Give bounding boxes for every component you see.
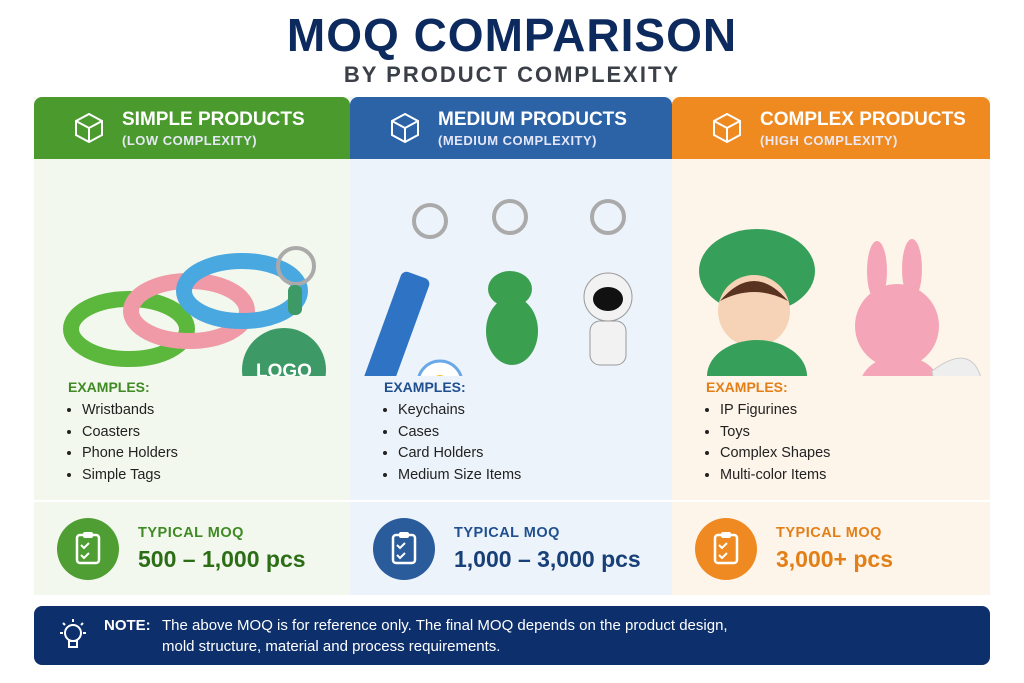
clipboard-icon bbox=[57, 518, 119, 580]
note-text: mold structure, material and process req… bbox=[162, 638, 501, 655]
column: SIMPLE PRODUCTS (LOW COMPLEXITY) LOGO EXAM… bbox=[34, 97, 350, 595]
examples-list: KeychainsCasesCard HoldersMedium Size It… bbox=[384, 400, 521, 486]
moq-label: TYPICAL MOQ bbox=[138, 525, 244, 541]
bulb-icon bbox=[60, 619, 86, 648]
examples-label: EXAMPLES: bbox=[68, 379, 150, 395]
product-illustration: LOGO bbox=[63, 246, 326, 376]
illustration-shape bbox=[902, 239, 922, 299]
illustration-shape bbox=[593, 287, 623, 311]
column-title: MEDIUM PRODUCTS bbox=[438, 109, 627, 130]
illustration-shape bbox=[931, 357, 981, 376]
illustration-shape bbox=[288, 285, 302, 315]
example-item: Multi-color Items bbox=[720, 465, 830, 487]
illustration-shape bbox=[488, 271, 532, 307]
title: MOQ COMPARISON bbox=[286, 9, 738, 61]
moq-value: 3,000+ pcs bbox=[776, 546, 894, 572]
example-item: Simple Tags bbox=[82, 465, 178, 487]
column-header: SIMPLE PRODUCTS (LOW COMPLEXITY) bbox=[34, 97, 350, 159]
illustration-shape bbox=[276, 246, 316, 286]
subtitle: BY PRODUCT COMPLEXITY bbox=[343, 62, 681, 87]
illustration-shape bbox=[412, 203, 448, 239]
separator bbox=[350, 500, 672, 502]
example-item: Toys bbox=[720, 422, 830, 444]
examples-label: EXAMPLES: bbox=[384, 379, 466, 395]
product-illustration bbox=[699, 229, 981, 376]
tag-text: LOGO bbox=[256, 361, 312, 376]
example-item: Wristbands bbox=[82, 400, 178, 422]
illustration-shape bbox=[492, 199, 528, 235]
column-title: COMPLEX PRODUCTS bbox=[760, 109, 966, 130]
cube-icon bbox=[75, 112, 103, 144]
example-item: Cases bbox=[398, 422, 521, 444]
example-item: Complex Shapes bbox=[720, 443, 830, 465]
example-item: Card Holders bbox=[398, 443, 521, 465]
note-text: The above MOQ is for reference only. The… bbox=[162, 617, 728, 634]
clipboard-icon bbox=[373, 518, 435, 580]
example-item: Phone Holders bbox=[82, 443, 178, 465]
moq-label: TYPICAL MOQ bbox=[776, 525, 882, 541]
illustration-shape bbox=[707, 340, 807, 376]
clipboard-icon bbox=[695, 518, 757, 580]
illustration-shape bbox=[862, 356, 938, 376]
illustration-shape bbox=[242, 328, 326, 376]
column-subtitle: (MEDIUM COMPLEXITY) bbox=[438, 133, 597, 148]
separator bbox=[672, 500, 990, 502]
example-item: Coasters bbox=[82, 422, 178, 444]
illustration-shape bbox=[436, 375, 444, 376]
column-title: SIMPLE PRODUCTS bbox=[122, 109, 305, 130]
moq-value: 1,000 – 3,000 pcs bbox=[454, 546, 641, 572]
illustration-shape bbox=[417, 359, 463, 376]
column-subtitle: (HIGH COMPLEXITY) bbox=[760, 133, 898, 148]
example-item: Medium Size Items bbox=[398, 465, 521, 487]
note-label: NOTE: bbox=[104, 617, 151, 634]
examples-list: WristbandsCoastersPhone HoldersSimple Ta… bbox=[68, 400, 178, 486]
cube-icon bbox=[713, 112, 741, 144]
example-item: IP Figurines bbox=[720, 400, 830, 422]
illustration-shape bbox=[590, 199, 626, 235]
separator bbox=[34, 500, 350, 502]
illustration-shape bbox=[720, 281, 788, 301]
illustration-shape bbox=[855, 284, 939, 368]
column: MEDIUM PRODUCTS (MEDIUM COMPLEXITY) EXAMP… bbox=[350, 97, 672, 595]
column-header: MEDIUM PRODUCTS (MEDIUM COMPLEXITY) bbox=[350, 97, 672, 159]
examples-label: EXAMPLES: bbox=[706, 379, 788, 395]
illustration-shape bbox=[356, 271, 430, 376]
cube-icon bbox=[391, 112, 419, 144]
illustration-shape bbox=[867, 241, 887, 301]
illustration-shape bbox=[486, 297, 538, 365]
example-item: Keychains bbox=[398, 400, 521, 422]
illustration-shape bbox=[589, 320, 627, 366]
examples-list: IP FigurinesToysComplex ShapesMulti-colo… bbox=[706, 400, 830, 486]
note-box: NOTE: The above MOQ is for reference onl… bbox=[34, 606, 990, 665]
column-header: COMPLEX PRODUCTS (HIGH COMPLEXITY) bbox=[672, 97, 990, 159]
moq-label: TYPICAL MOQ bbox=[454, 525, 560, 541]
product-illustration bbox=[356, 199, 633, 376]
column: COMPLEX PRODUCTS (HIGH COMPLEXITY) EXAMPL… bbox=[672, 97, 990, 595]
moq-value: 500 – 1,000 pcs bbox=[138, 546, 306, 572]
column-subtitle: (LOW COMPLEXITY) bbox=[122, 133, 258, 148]
